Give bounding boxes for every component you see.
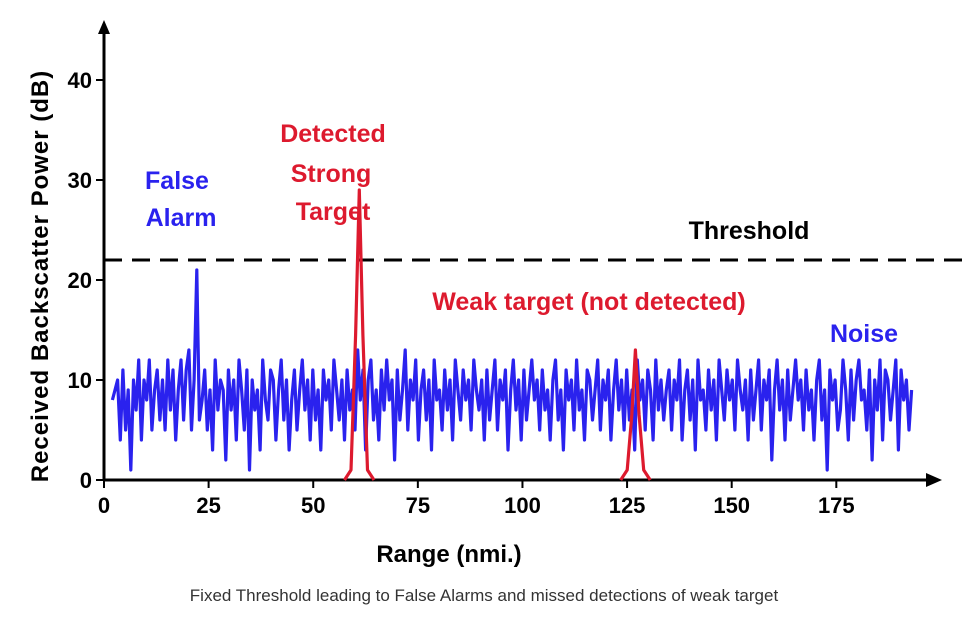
- x-tick-label: 175: [818, 493, 855, 518]
- x-tick-label: 25: [196, 493, 220, 518]
- figure-caption: Fixed Threshold leading to False Alarms …: [189, 586, 779, 605]
- strong-target-label-line-1: Detected: [280, 120, 386, 148]
- false-alarm-label-line-1: False: [145, 167, 209, 195]
- x-tick-label: 75: [406, 493, 430, 518]
- y-axis-arrowhead: [98, 20, 110, 34]
- x-tick-label: 0: [98, 493, 110, 518]
- threshold-label: Threshold: [689, 217, 810, 245]
- false-alarm-label-line-2: Alarm: [146, 204, 217, 232]
- x-axis-arrowhead: [926, 473, 942, 487]
- x-axis-title: Range (nmi.): [376, 541, 521, 568]
- x-tick-label: 100: [504, 493, 541, 518]
- weak-target-line: [619, 348, 652, 481]
- y-tick-label: 40: [68, 68, 92, 93]
- y-tick-label: 0: [80, 468, 92, 493]
- noise-series-line: [110, 268, 914, 472]
- x-tick-label: 50: [301, 493, 325, 518]
- y-tick-label: 10: [68, 368, 92, 393]
- x-tick-label: 125: [609, 493, 646, 518]
- strong-target-label-line-2: Strong: [291, 160, 372, 188]
- x-tick-label: 150: [713, 493, 750, 518]
- weak-target-label: Weak target (not detected): [432, 288, 745, 316]
- strong-target-label-line-3: Target: [296, 198, 371, 226]
- x-ticks: 0 25 50 75 100 125 150 175: [98, 480, 855, 518]
- y-tick-label: 20: [68, 268, 92, 293]
- noise-label: Noise: [830, 320, 898, 348]
- axes: [98, 20, 942, 487]
- y-tick-label: 30: [68, 168, 92, 193]
- y-axis-title: Received Backscatter Power (dB): [27, 70, 54, 483]
- y-ticks: 0 10 20 30 40: [68, 68, 104, 493]
- strong-target-line: [343, 188, 376, 481]
